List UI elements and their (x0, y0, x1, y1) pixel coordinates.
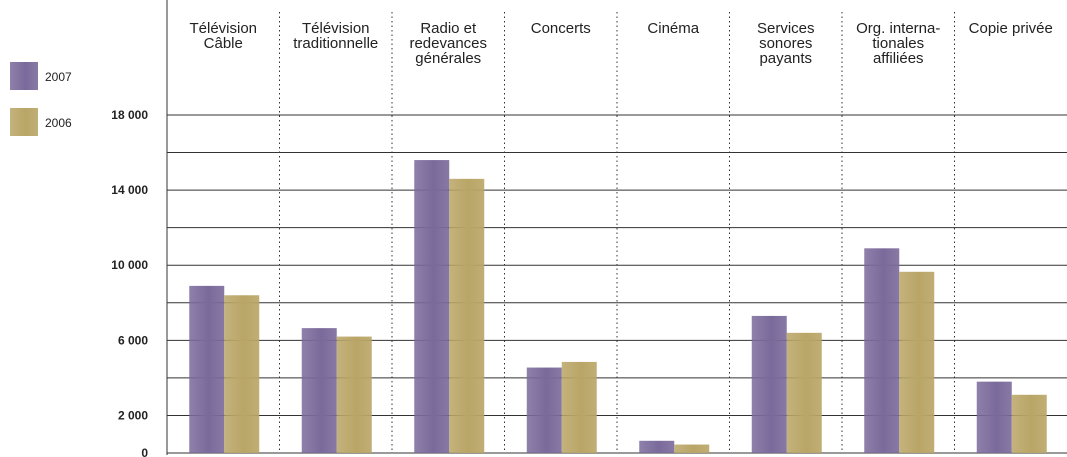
bar-2007 (301, 328, 337, 453)
category-label: Org. interna-tionales affiliées (856, 20, 940, 67)
category-label: Copie privée (969, 20, 1053, 37)
bar-2006 (224, 295, 260, 453)
y-tick-label: 10 000 (111, 258, 148, 272)
bar-2006 (336, 336, 372, 453)
category-separators (279, 12, 955, 453)
y-tick-label: 14 000 (111, 183, 148, 197)
bar-2007 (189, 285, 225, 453)
legend-label: 2006 (45, 116, 72, 130)
category-label: Services sonores payants (757, 20, 815, 67)
legend: 2007 2006 (10, 62, 72, 136)
bar-2006 (786, 332, 822, 453)
legend-swatch-2007 (10, 62, 38, 90)
y-axis: 0 2 000 6 000 10 000 14 000 18 000 (111, 0, 168, 457)
bar-2006 (899, 271, 935, 453)
category-label: Télévision traditionnelle (293, 20, 378, 52)
bars (189, 160, 1047, 454)
category-label: Radio et redevances générales (409, 20, 487, 67)
bar-2007 (526, 367, 562, 453)
bar-2007 (751, 315, 787, 453)
legend-swatch-2006 (10, 108, 38, 136)
category-label: Cinéma (647, 20, 699, 37)
bar-2007 (639, 440, 675, 453)
category-labels: Télévision Câble Télévision traditionnelle R… (189, 20, 1052, 67)
bar-2006 (449, 178, 485, 453)
bar-2007 (414, 160, 450, 454)
y-tick-label: 6 000 (118, 333, 148, 347)
bar-2006 (561, 361, 597, 453)
bar-2007 (976, 381, 1012, 453)
y-tick-label: 18 000 (111, 108, 148, 122)
legend-label: 2007 (45, 70, 72, 84)
bar-2006 (1011, 394, 1047, 453)
y-tick-label: 2 000 (118, 408, 148, 422)
category-label: Concerts (531, 20, 591, 37)
y-tick-label: 0 (141, 446, 148, 457)
category-label: Télévision Câble (189, 20, 257, 52)
bar-2006 (674, 444, 710, 453)
bar-2007 (864, 248, 900, 453)
